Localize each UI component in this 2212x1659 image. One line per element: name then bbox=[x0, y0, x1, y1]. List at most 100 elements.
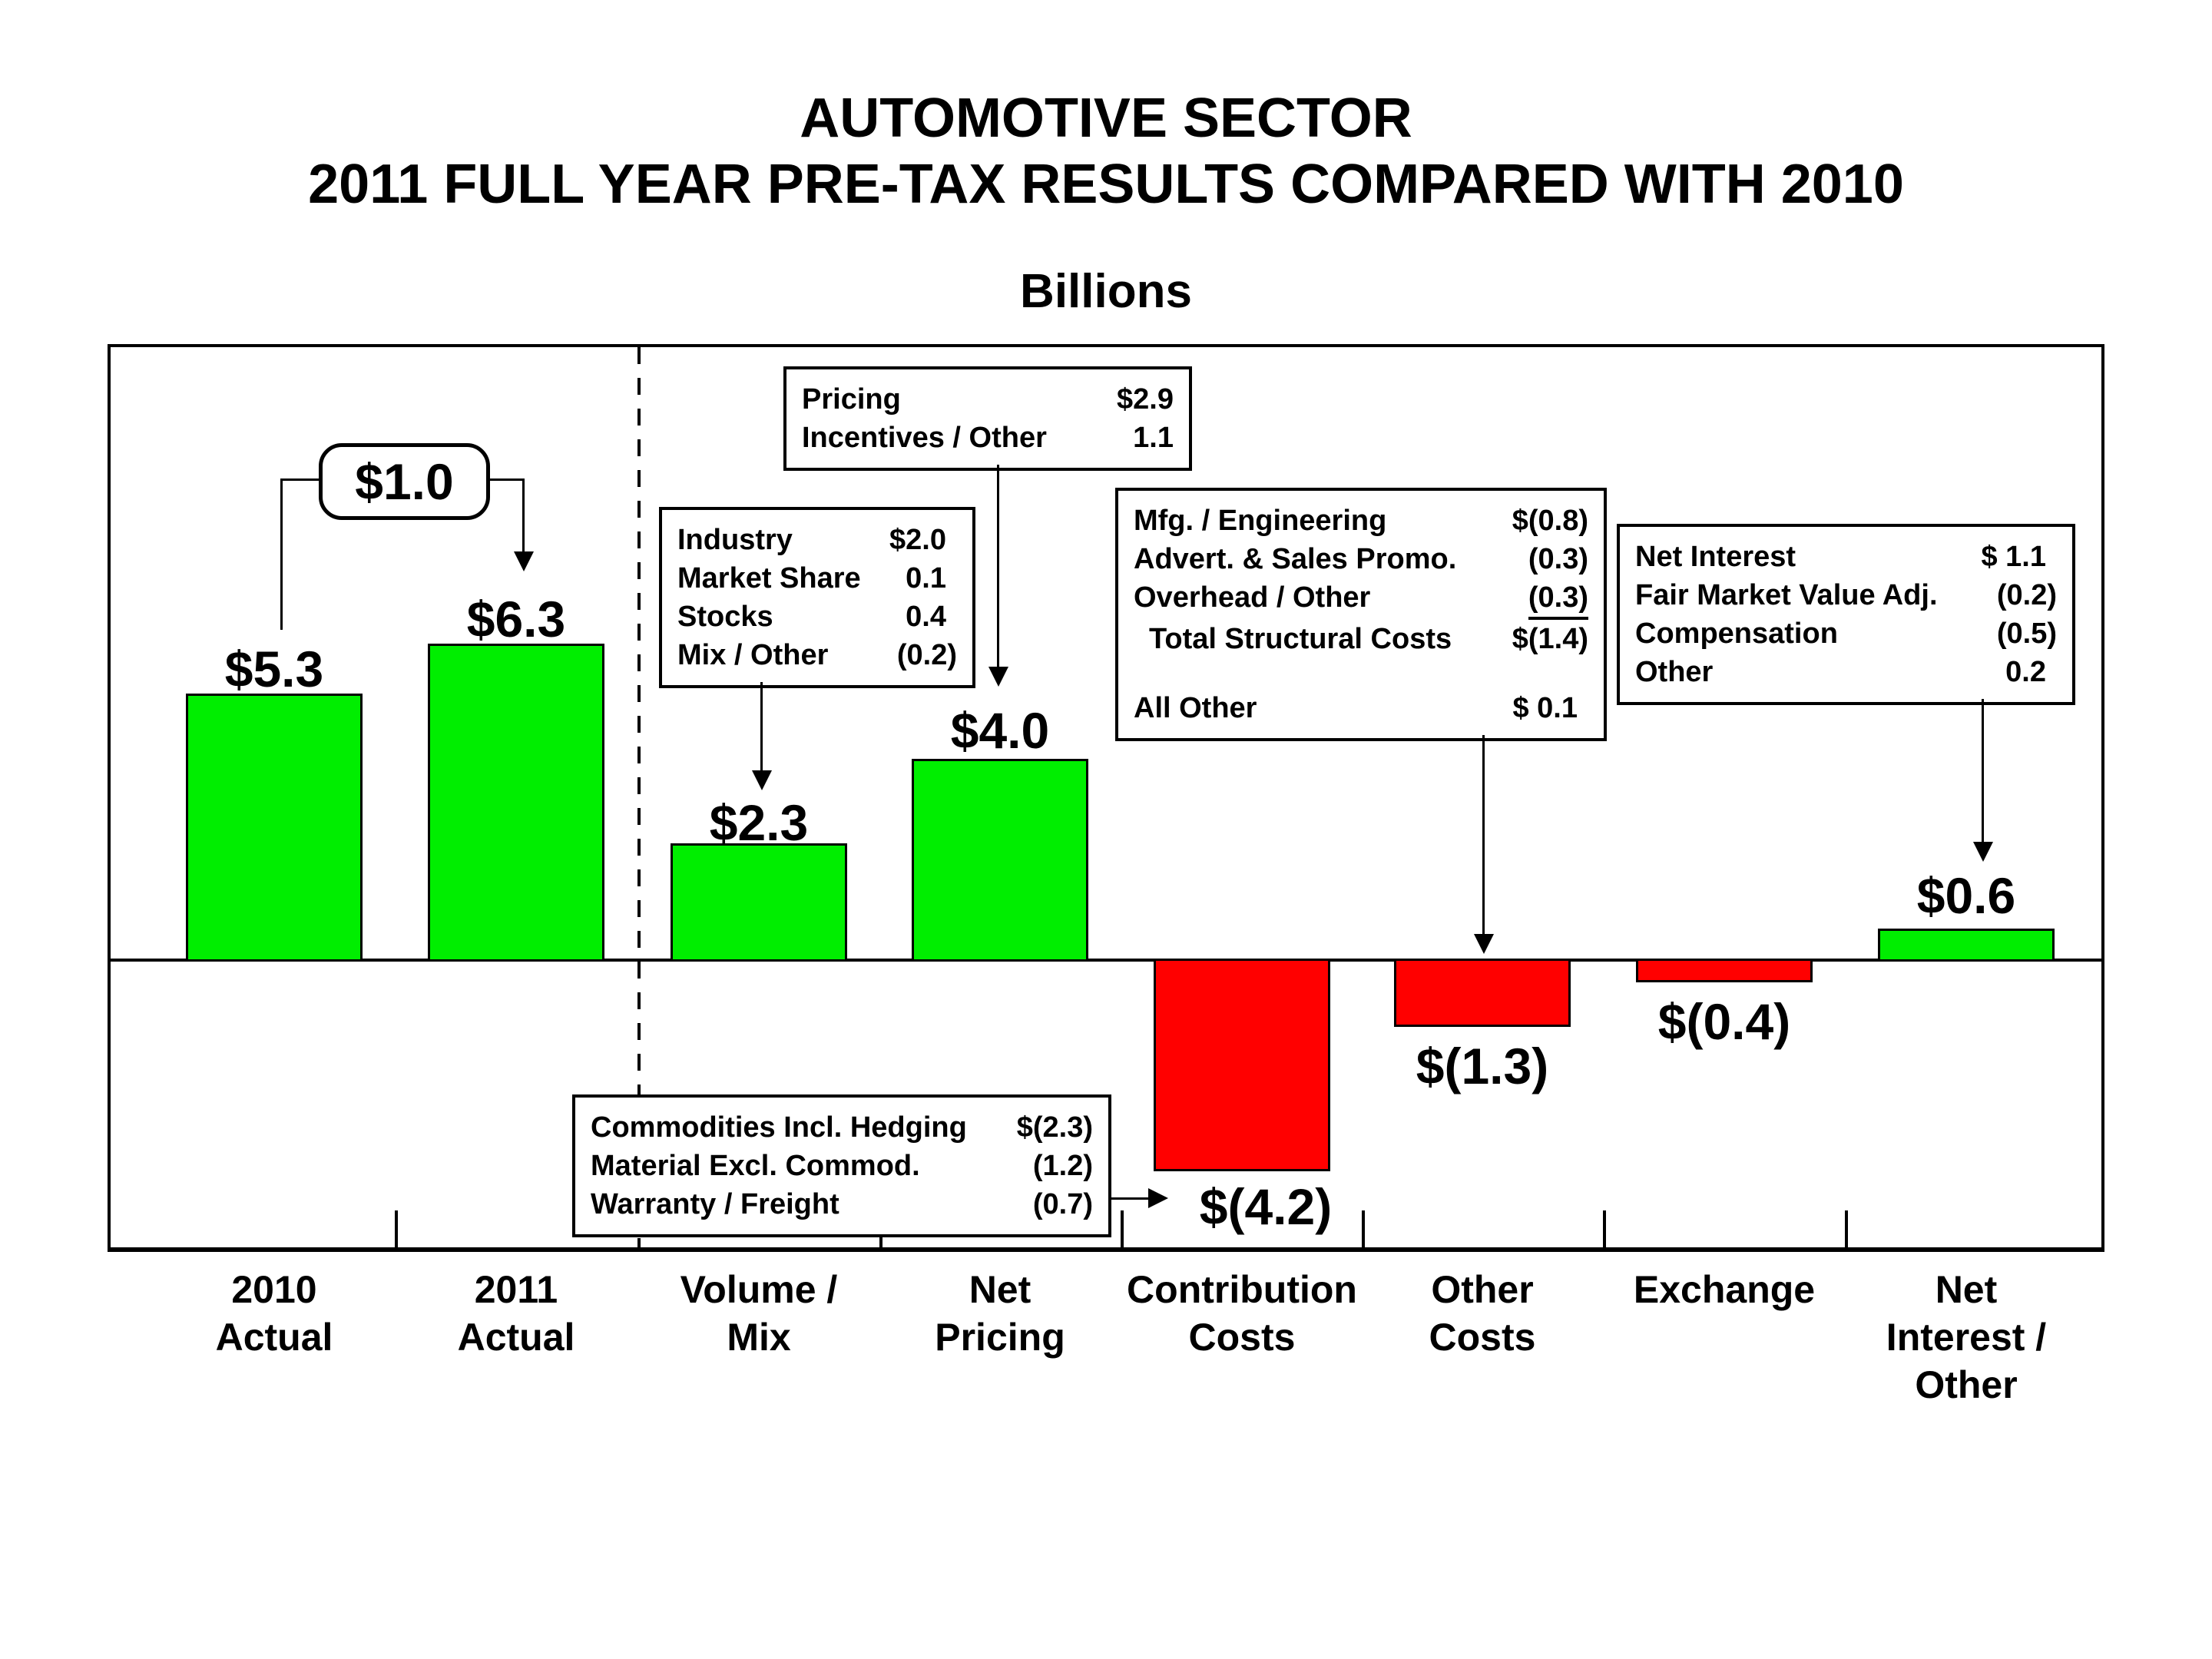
callout-net-interest: Net Interest $ 1.1 Fair Market Value Adj.… bbox=[1617, 524, 2075, 705]
axis-label-2011-actual: 2011 Actual bbox=[378, 1266, 654, 1361]
callout-row-label: Other bbox=[1635, 656, 1714, 688]
callout-row: Fair Market Value Adj. (0.2) bbox=[1635, 576, 2057, 614]
callout-row-label: Mfg. / Engineering bbox=[1134, 505, 1387, 537]
callout-row-value: (0.3) bbox=[1528, 578, 1588, 620]
arrow-down-head bbox=[1973, 842, 1993, 862]
delta-annotation-label: $1.0 bbox=[355, 453, 454, 510]
callout-row: Industry $2.0 bbox=[677, 521, 957, 559]
callout-row-label: Commodities Incl. Hedging bbox=[591, 1111, 967, 1144]
bar-volume-mix bbox=[671, 843, 847, 962]
callout-row: Incentives / Other 1.1 bbox=[802, 419, 1174, 457]
callout-row-label: Market Share bbox=[677, 562, 861, 594]
value-label-net-interest-other: $0.6 bbox=[1916, 867, 2016, 924]
axis-label-exchange: Exchange bbox=[1586, 1266, 1863, 1313]
callout-row-label: Pricing bbox=[802, 383, 901, 416]
axis-label-line: Costs bbox=[1188, 1316, 1296, 1359]
axis-label-line: Costs bbox=[1429, 1316, 1536, 1359]
bar-net-pricing bbox=[912, 759, 1088, 962]
callout-row-label: All Other bbox=[1134, 692, 1257, 724]
callout-row-value: $ 1.1 bbox=[1981, 541, 2046, 573]
axis-label-line: Contribution bbox=[1127, 1268, 1357, 1311]
callout-row-label: Fair Market Value Adj. bbox=[1635, 579, 1938, 611]
axis-label-contribution-costs: Contribution Costs bbox=[1104, 1266, 1380, 1361]
callout-row-value: 0.4 bbox=[906, 601, 946, 633]
axis-label-line: Net bbox=[969, 1268, 1031, 1311]
callout-row: Overhead / Other (0.3) bbox=[1134, 578, 1588, 620]
callout-row-label: Compensation bbox=[1635, 618, 1838, 650]
callout-row-label: Total Structural Costs bbox=[1149, 623, 1452, 655]
callout-row-value: $ 0.1 bbox=[1512, 692, 1578, 724]
axis-label-line: Interest / bbox=[1886, 1316, 2047, 1359]
axis-label-volume-mix: Volume / Mix bbox=[621, 1266, 897, 1361]
axis-label-line: Actual bbox=[215, 1316, 333, 1359]
axis-label-line: Actual bbox=[457, 1316, 575, 1359]
value-label-other-costs: $(1.3) bbox=[1416, 1038, 1549, 1094]
bar-2011-actual bbox=[428, 644, 604, 962]
axis-label-other-costs: Other Costs bbox=[1344, 1266, 1621, 1361]
callout-row-value: $(0.8) bbox=[1512, 505, 1588, 537]
callout-row: Mfg. / Engineering $(0.8) bbox=[1134, 502, 1588, 540]
actuals-divider-dashed-line bbox=[637, 347, 641, 1247]
arrow-down-head bbox=[1474, 934, 1494, 954]
axis-tick bbox=[1362, 1210, 1365, 1247]
volume-callout-connector bbox=[760, 682, 763, 772]
callout-row-label: Industry bbox=[677, 524, 793, 556]
callout-row-value: (0.2) bbox=[1996, 579, 2057, 611]
callout-contribution-costs: Commodities Incl. Hedging $(2.3) Material… bbox=[572, 1094, 1111, 1237]
bar-contribution-costs bbox=[1154, 959, 1330, 1171]
axis-label-line: Other bbox=[1431, 1268, 1534, 1311]
axis-label-line: Pricing bbox=[935, 1316, 1065, 1359]
callout-row: Mix / Other (0.2) bbox=[677, 636, 957, 674]
callout-volume-mix: Industry $2.0 Market Share 0.1 Stocks 0.4 M… bbox=[659, 507, 975, 688]
callout-row: Other 0.2 bbox=[1635, 653, 2057, 691]
callout-row: Material Excl. Commod. (1.2) bbox=[591, 1147, 1093, 1185]
net-interest-callout-connector bbox=[1982, 699, 1984, 843]
zero-axis-line bbox=[111, 959, 2101, 962]
callout-row: Commodities Incl. Hedging $(2.3) bbox=[591, 1108, 1093, 1147]
callout-row: Stocks 0.4 bbox=[677, 598, 957, 636]
value-label-2010-actual: $5.3 bbox=[224, 641, 324, 697]
callout-row-value: 0.1 bbox=[906, 562, 946, 594]
axis-label-line: Other bbox=[1915, 1363, 2018, 1406]
callout-row: All Other $ 0.1 bbox=[1134, 689, 1588, 727]
axis-label-line: Volume / bbox=[680, 1268, 838, 1311]
callout-net-pricing: Pricing $2.9 Incentives / Other 1.1 bbox=[783, 366, 1192, 471]
callout-row-value: (0.5) bbox=[1996, 618, 2057, 650]
callout-row: Advert. & Sales Promo. (0.3) bbox=[1134, 540, 1588, 578]
callout-row-value: (0.7) bbox=[1032, 1188, 1093, 1220]
structural-callout-connector bbox=[1482, 735, 1485, 935]
axis-label-line: Mix bbox=[727, 1316, 791, 1359]
callout-row-label: Stocks bbox=[677, 601, 773, 633]
callout-row: Warranty / Freight (0.7) bbox=[591, 1185, 1093, 1224]
value-label-net-pricing: $4.0 bbox=[950, 702, 1050, 759]
callout-row-value: $(1.4) bbox=[1512, 623, 1588, 655]
value-label-volume-mix: $2.3 bbox=[709, 794, 809, 851]
bar-other-costs bbox=[1394, 959, 1571, 1027]
callout-row: Market Share 0.1 bbox=[677, 559, 957, 598]
contribution-callout-connector bbox=[1111, 1197, 1148, 1200]
callout-row: Net Interest $ 1.1 bbox=[1635, 538, 2057, 576]
units-label: Billions bbox=[1020, 265, 1192, 318]
delta-bracket-left-line bbox=[280, 480, 283, 630]
axis-label-line: 2010 bbox=[231, 1268, 317, 1311]
arrow-down-head bbox=[752, 770, 772, 790]
callout-row-label: Incentives / Other bbox=[802, 422, 1047, 454]
callout-row-label: Warranty / Freight bbox=[591, 1188, 839, 1220]
axis-label-net-interest-other: Net Interest / Other bbox=[1828, 1266, 2104, 1409]
axis-label-line: Exchange bbox=[1633, 1268, 1816, 1311]
bar-net-interest-other bbox=[1878, 929, 2055, 962]
axis-label-net-pricing: Net Pricing bbox=[862, 1266, 1138, 1361]
axis-tick bbox=[1121, 1210, 1124, 1247]
callout-row-label: Material Excl. Commod. bbox=[591, 1150, 920, 1182]
value-label-contribution-costs: $(4.2) bbox=[1199, 1178, 1333, 1235]
callout-row-label: Advert. & Sales Promo. bbox=[1134, 543, 1457, 575]
delta-bracket-left-line bbox=[280, 478, 319, 481]
callout-structural-costs: Mfg. / Engineering $(0.8) Advert. & Sales… bbox=[1115, 488, 1607, 741]
axis-label-line: Net bbox=[1935, 1268, 1998, 1311]
bar-exchange bbox=[1636, 959, 1813, 982]
callout-row-value: $2.9 bbox=[1117, 383, 1174, 416]
callout-row-value: (0.3) bbox=[1528, 543, 1588, 575]
callout-row: Pricing $2.9 bbox=[802, 380, 1174, 419]
value-label-2011-actual: $6.3 bbox=[466, 591, 566, 647]
callout-row-value: $(2.3) bbox=[1016, 1111, 1093, 1144]
